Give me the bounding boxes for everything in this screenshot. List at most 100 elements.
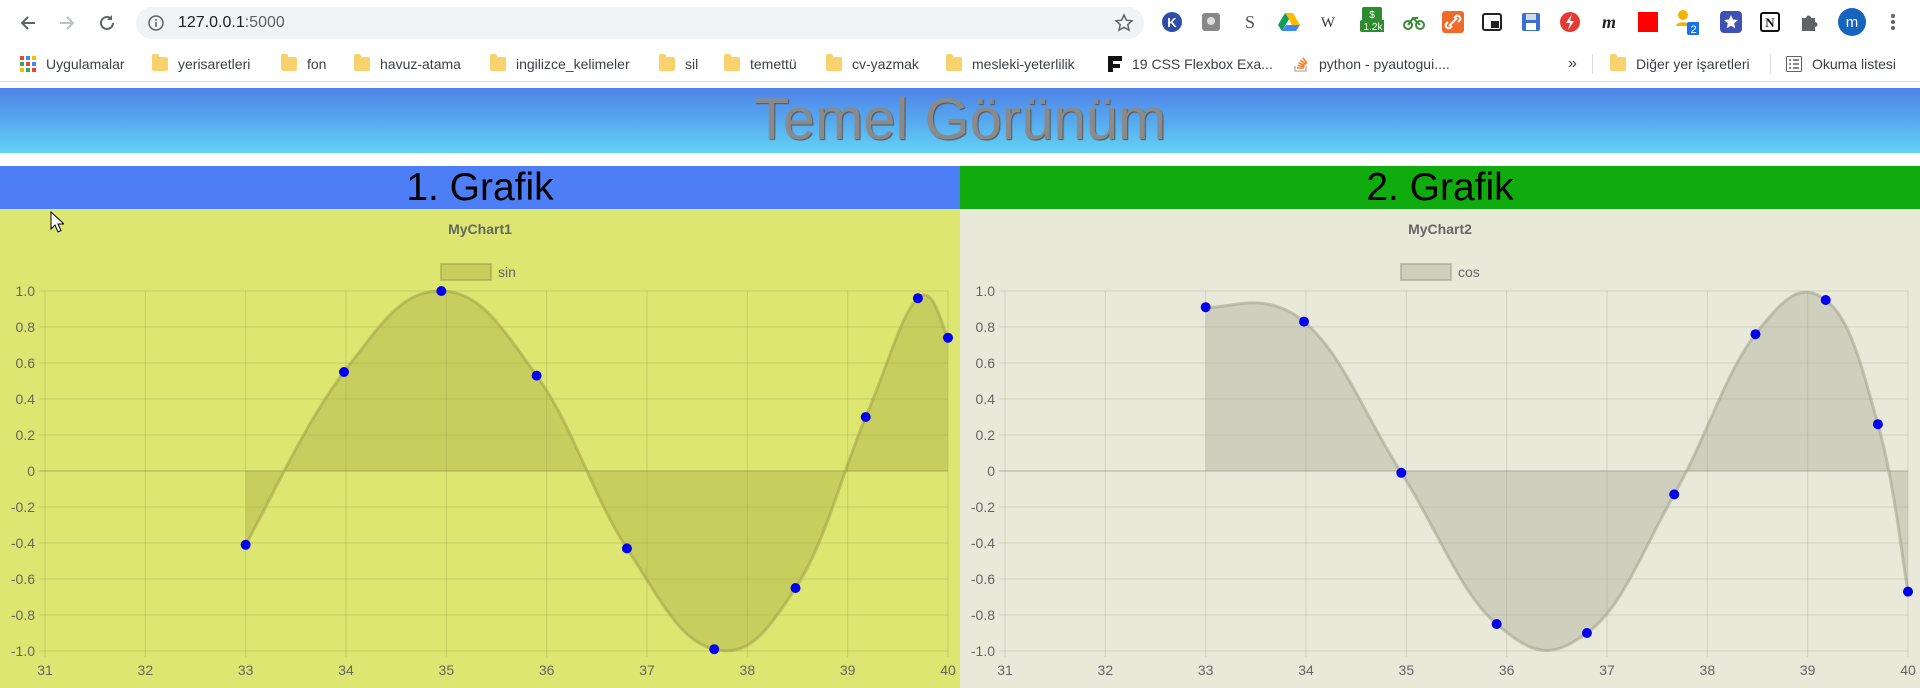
x-tick-label: 34 <box>1298 662 1314 678</box>
folder-icon <box>724 54 740 71</box>
chart2-panel: 31 32 33 34 35 36 37 38 39 40 1.0 0.8 0.6 0.4 0.2 0 -0.2… <box>960 209 1920 688</box>
bookmark-other-folder[interactable]: Diğer yer işaretleri <box>1610 54 1750 74</box>
legend-label: sin <box>498 264 516 280</box>
svg-text:S: S <box>1245 12 1255 32</box>
y-tick-label: 0.4 <box>976 391 996 407</box>
bookmark-folder-havuz-atama[interactable]: havuz-atama <box>354 54 461 74</box>
bookmarks-bar: Uygulamalar yerisaretleri fon havuz-atam… <box>0 46 1920 82</box>
star-extension-icon[interactable] <box>1719 10 1743 34</box>
x-tick-label: 35 <box>439 662 455 678</box>
site-info-icon[interactable] <box>148 15 164 36</box>
y-tick-label: -0.6 <box>11 571 35 587</box>
folder-icon <box>152 54 168 71</box>
bookmark-folder-fon[interactable]: fon <box>281 54 326 74</box>
panel2-title: 2. Grafik <box>960 166 1920 209</box>
overflow-chevron-icon: » <box>1568 55 1577 72</box>
chart-title: MyChart2 <box>1408 221 1472 237</box>
data-point <box>1872 419 1883 430</box>
page-header: Temel Görünüm <box>0 88 1920 153</box>
y-tick-label: 0.8 <box>16 319 36 335</box>
page-title: Temel Görünüm <box>753 87 1167 152</box>
k-extension-icon[interactable]: K <box>1160 10 1184 34</box>
profile-initial: m <box>1846 14 1859 31</box>
address-bar[interactable]: 127.0.0.1:5000 <box>136 7 1144 39</box>
people-extension-icon[interactable]: 2 <box>1675 10 1699 36</box>
bookmark-folder-sil[interactable]: sil <box>659 54 698 74</box>
folder-icon <box>1610 54 1626 71</box>
browser-menu-icon[interactable] <box>1881 10 1905 34</box>
x-tick-label: 36 <box>1499 662 1515 678</box>
bookmark-folder-temettu[interactable]: temettü <box>724 54 797 74</box>
chart-title: MyChart1 <box>448 221 512 237</box>
x-tick-label: 31 <box>37 662 53 678</box>
m-extension-icon[interactable]: m <box>1597 10 1621 34</box>
x-tick-label: 37 <box>1599 662 1615 678</box>
data-point <box>1903 586 1913 597</box>
back-icon[interactable] <box>13 8 43 38</box>
y-tick-label: 0.8 <box>976 319 996 335</box>
stackoverflow-icon <box>1294 57 1308 72</box>
bookmark-label: Uygulamalar <box>46 56 125 72</box>
reload-icon[interactable] <box>92 8 122 38</box>
extension-badge2-text: 2 <box>1690 24 1696 36</box>
y-tick-label: 0.6 <box>976 355 996 371</box>
x-tick-label: 38 <box>740 662 756 678</box>
bookmark-folder-ingilizce[interactable]: ingilizce_kelimeler <box>490 54 630 74</box>
bookmark-folder-cv-yazmak[interactable]: cv-yazmak <box>826 54 919 74</box>
bookmark-star-icon[interactable] <box>1114 13 1134 38</box>
y-tick-label: 0.4 <box>16 391 36 407</box>
red-square-extension-icon[interactable] <box>1636 10 1660 34</box>
forward-icon[interactable] <box>52 8 82 38</box>
bookmark-flexbox[interactable]: 19 CSS Flexbox Exa... <box>1108 54 1273 74</box>
s-extension-icon[interactable]: S <box>1238 10 1262 34</box>
wikipedia-icon[interactable]: W <box>1316 10 1340 34</box>
bookmark-folder-yerisaretleri[interactable]: yerisaretleri <box>152 54 250 74</box>
y-tick-label: -1.0 <box>971 643 995 659</box>
notion-icon[interactable]: N <box>1758 10 1782 34</box>
svg-text:W: W <box>1321 15 1336 31</box>
link-extension-icon[interactable] <box>1441 10 1465 34</box>
google-drive-icon[interactable] <box>1277 10 1301 34</box>
url-text: 127.0.0.1:5000 <box>178 14 285 32</box>
bookmark-folder-mesleki[interactable]: mesleki-yeterlilik <box>946 54 1075 74</box>
save-floppy-icon[interactable] <box>1519 10 1543 34</box>
y-tick-label: -0.2 <box>11 499 35 515</box>
y-tick-label: -0.6 <box>971 571 995 587</box>
x-tick-label: 40 <box>1900 662 1916 678</box>
y-tick-label: -1.0 <box>11 643 35 659</box>
bookmark-label: python - pyautogui.... <box>1319 56 1450 72</box>
y-tick-label: 1.0 <box>16 283 36 299</box>
y-tick-label: 0 <box>27 463 35 479</box>
flash-extension-icon[interactable] <box>1558 10 1582 34</box>
picture-in-picture-icon[interactable] <box>1480 10 1504 34</box>
bookmark-stackoverflow[interactable]: python - pyautogui.... <box>1293 54 1450 74</box>
extensions-puzzle-icon[interactable] <box>1797 10 1821 34</box>
url-host: 127.0.0.1 <box>178 14 245 31</box>
data-point <box>943 332 953 343</box>
mouse-cursor-icon <box>50 211 64 233</box>
bookmarks-divider <box>1592 54 1593 74</box>
data-point <box>860 412 871 422</box>
bicycle-extension-icon[interactable] <box>1402 10 1426 34</box>
reading-list-button[interactable]: Okuma listesi <box>1786 54 1896 74</box>
profile-avatar[interactable]: m <box>1838 8 1866 36</box>
bookmarks-overflow-button[interactable]: » <box>1568 54 1577 74</box>
reading-list-icon <box>1786 56 1802 72</box>
bookmark-label: mesleki-yeterlilik <box>972 56 1075 72</box>
x-tick-label: 39 <box>1800 662 1816 678</box>
grey-square-extension-icon[interactable] <box>1199 10 1223 34</box>
bookmark-label: temettü <box>750 56 797 72</box>
folder-icon <box>490 54 506 71</box>
folder-icon <box>354 54 370 71</box>
chart1-panel: 31 32 33 34 35 36 37 38 39 40 1.0 0.8 0.6 0.4 0.2 0 -0.2… <box>0 209 960 688</box>
y-tick-label: -0.8 <box>971 607 995 623</box>
data-point <box>1298 316 1309 327</box>
url-port: :5000 <box>244 14 285 31</box>
bookmark-label: yerisaretleri <box>178 56 251 72</box>
extension-badge-text: 1.2k <box>1364 22 1384 33</box>
y-tick-label: -0.8 <box>11 607 35 623</box>
bookmark-apps[interactable]: Uygulamalar <box>20 54 125 74</box>
y-tick-label: 1.0 <box>976 283 996 299</box>
y-tick-label: 0 <box>987 463 995 479</box>
money-extension-icon[interactable]: $1.2k <box>1360 7 1384 34</box>
